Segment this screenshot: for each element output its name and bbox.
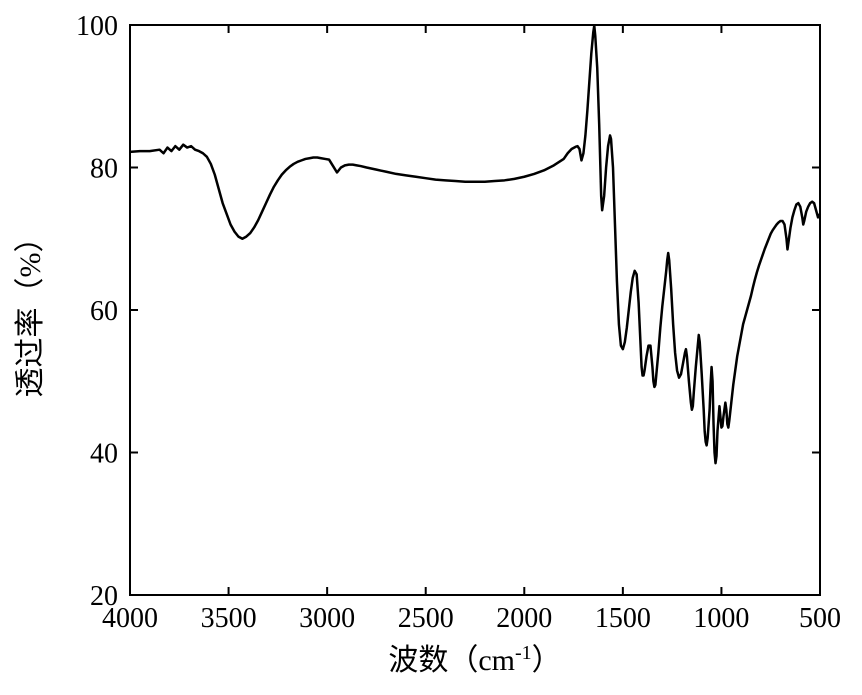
y-axis-title: 透过率（%）: [14, 223, 47, 398]
y-tick-label: 80: [90, 154, 118, 185]
spectrum-line: [130, 26, 820, 463]
ir-spectrum-chart: 4000350030002500200015001000500204060801…: [0, 0, 862, 695]
x-tick-label: 1500: [595, 603, 651, 634]
x-tick-label: 2000: [496, 603, 552, 634]
x-axis-title: 波数（cm-1）: [388, 642, 561, 677]
y-tick-label: 100: [76, 11, 118, 42]
x-tick-label: 500: [799, 603, 841, 634]
x-tick-label: 1000: [693, 603, 749, 634]
chart-svg: 4000350030002500200015001000500204060801…: [0, 0, 862, 695]
x-tick-label: 3500: [201, 603, 257, 634]
x-tick-label: 3000: [299, 603, 355, 634]
y-tick-label: 40: [90, 439, 118, 470]
y-tick-label: 60: [90, 296, 118, 327]
x-tick-label: 2500: [398, 603, 454, 634]
y-tick-label: 20: [90, 581, 118, 612]
